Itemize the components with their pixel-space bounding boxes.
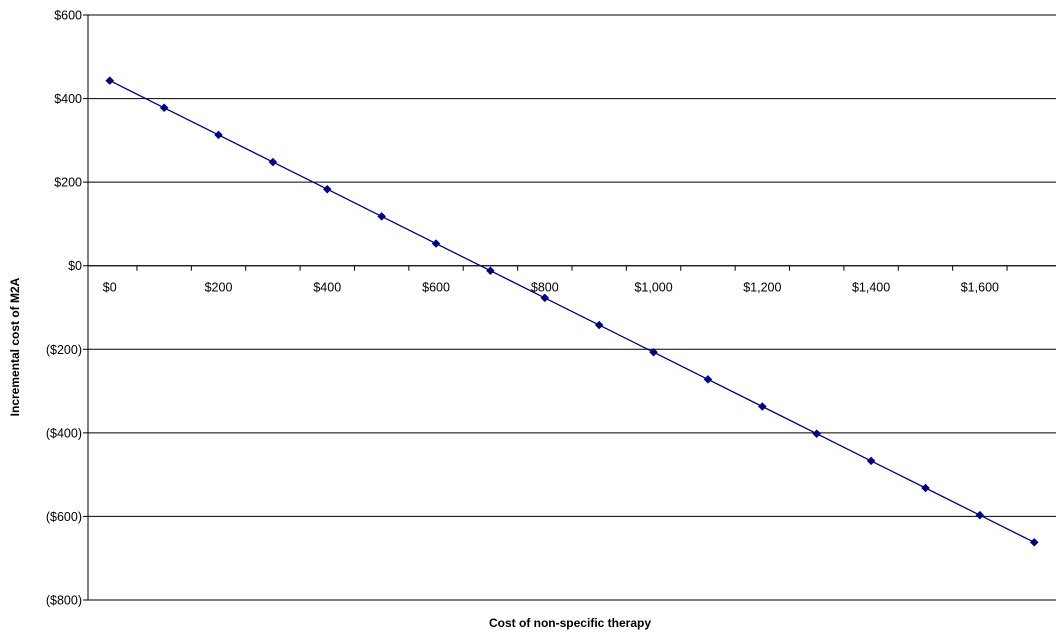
y-axis-ticks: $600 $400 $200 $0 ($200) ($400) ($600) ($800) [46,9,88,608]
y-tick-label: ($800) [46,594,82,608]
data-point [322,184,332,194]
y-axis-title: Incremental cost of M2A [8,277,22,416]
data-series [105,76,1039,547]
x-tick-label: $1,200 [743,281,781,295]
x-axis-ticks: $0 $200 $400 $600 $800 $1,000 $1,200 $1,400 $1,6… [103,265,1008,295]
y-tick-label: $200 [54,176,82,190]
data-point [159,103,169,113]
x-tick-label: $400 [313,281,341,295]
data-point [649,347,658,357]
y-tick-label: ($600) [46,510,82,524]
data-point [703,375,713,384]
data-point [975,510,985,520]
x-tick-label: $1,000 [634,281,672,295]
x-axis-title: Cost of non-specific therapy [489,616,651,630]
y-tick-label: $600 [54,9,82,23]
x-tick-label: $1,400 [852,281,890,295]
data-point [757,402,767,411]
data-point [594,320,604,330]
data-point [377,212,387,221]
data-point [540,293,550,303]
axes [87,15,1056,600]
gridlines [88,14,1056,601]
x-tick-label: $1,600 [961,281,999,295]
data-point [214,130,223,140]
data-point [921,483,930,493]
data-point [268,157,278,167]
y-tick-label: ($200) [46,343,82,357]
series-line [109,80,1035,543]
data-point [431,239,441,248]
y-tick-label: $0 [68,259,82,273]
y-tick-label: ($400) [46,426,82,440]
data-point [486,266,495,276]
x-tick-label: $800 [531,281,559,295]
data-point [1029,537,1039,547]
data-point [105,76,115,85]
data-point [812,429,822,439]
data-point [866,456,876,466]
x-tick-label: $0 [103,281,117,295]
x-tick-label: $600 [422,281,450,295]
y-tick-label: $400 [54,92,82,106]
x-tick-label: $200 [205,281,233,295]
